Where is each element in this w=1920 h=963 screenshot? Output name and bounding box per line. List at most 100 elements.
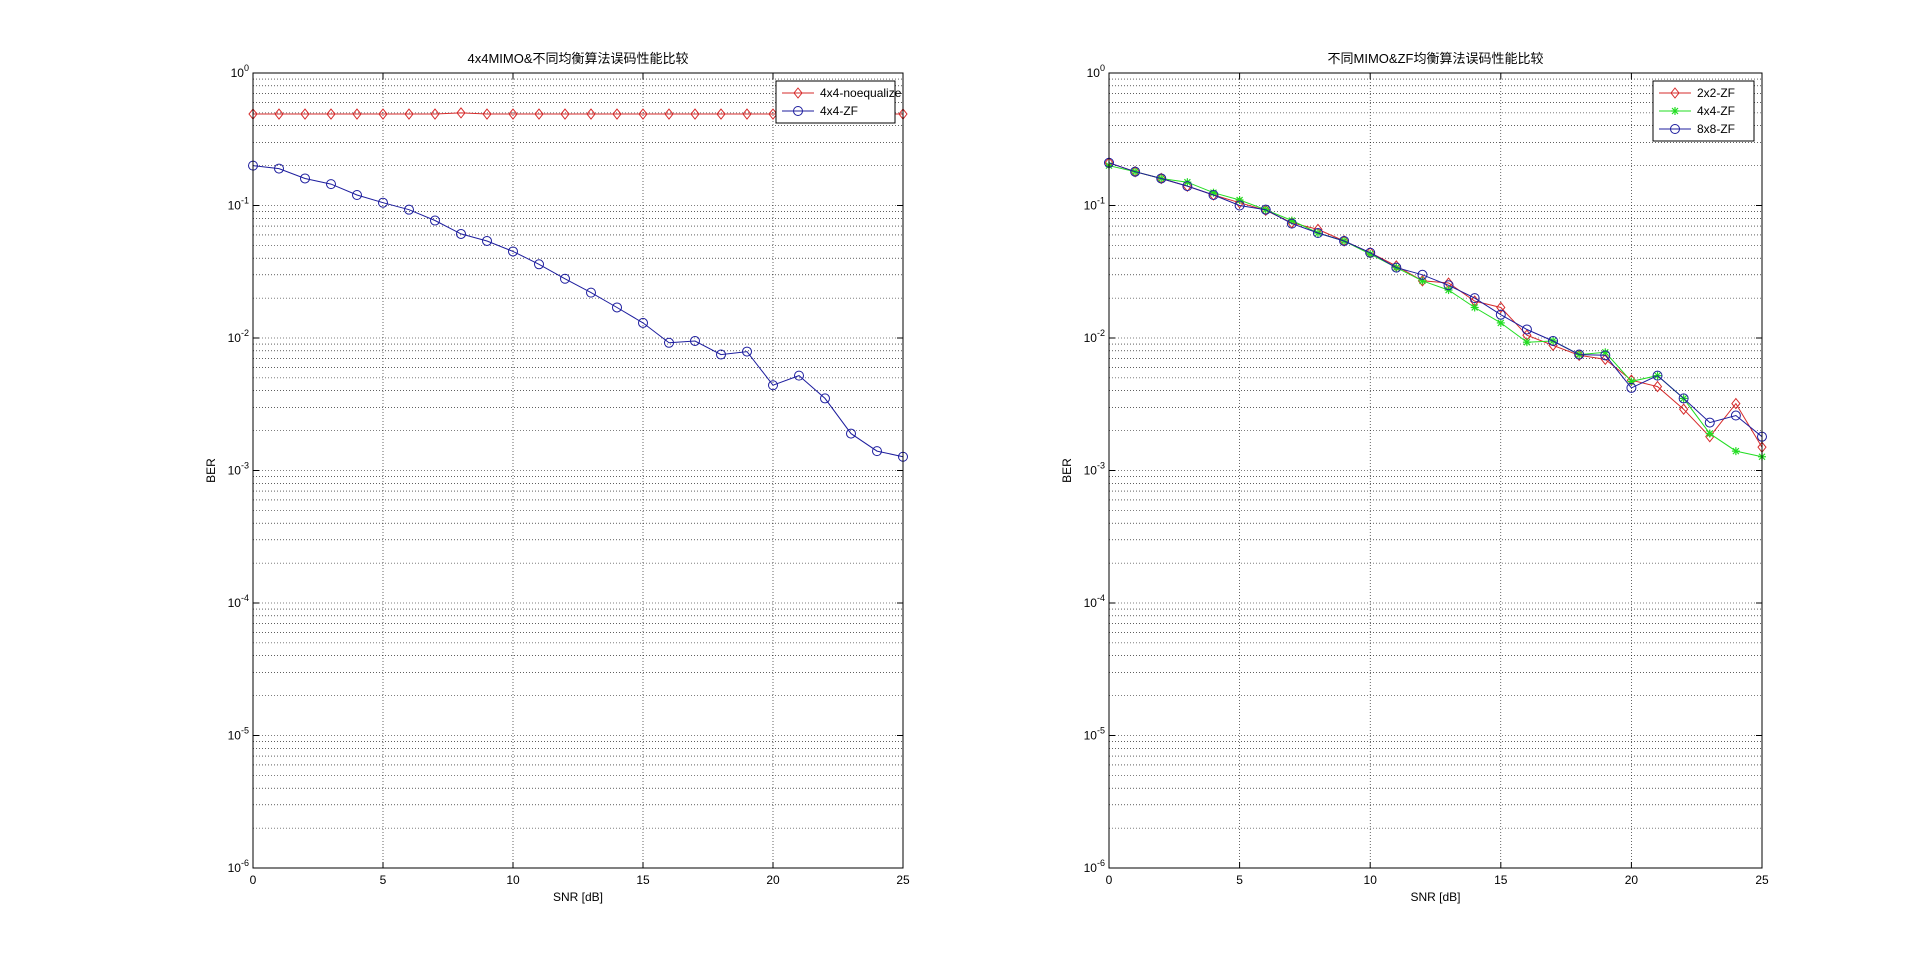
left-chart-series-2	[248, 160, 908, 462]
left-chart-series-2-point	[456, 228, 466, 239]
right-chart-series-2-point	[1522, 338, 1531, 347]
left-chart-legend-box	[775, 80, 896, 124]
right-chart-series-3-point	[1286, 218, 1297, 229]
right-chart-y-tick-label: 10-5	[1084, 726, 1105, 743]
right-chart-series-3-point	[1312, 228, 1323, 239]
left-chart-x-tick-label: 15	[636, 873, 650, 887]
right-chart-series-3-point	[1443, 280, 1454, 291]
left-chart-series-1-point	[404, 108, 414, 120]
right-chart-series-3-point	[1182, 181, 1193, 192]
left-chart-y-tick-label: 10-2	[228, 328, 249, 345]
left-chart-series-1-point	[352, 108, 362, 120]
left-chart-series-2-point	[586, 287, 596, 298]
left-chart-series-1-point	[430, 108, 440, 120]
right-chart-legend-marker	[1671, 107, 1679, 115]
left-chart-series-1-point	[274, 108, 284, 120]
left-chart-series-2-point	[560, 273, 570, 284]
right-chart-x-axis-label: SNR [dB]	[1410, 890, 1460, 904]
right-chart-series-3-point	[1574, 349, 1585, 360]
left-chart-y-tick-label: 100	[231, 63, 249, 80]
left-chart-x-tick-label: 0	[250, 873, 257, 887]
left-chart-y-axis-label: BER	[204, 458, 218, 483]
left-chart-x-tick-label: 25	[896, 873, 910, 887]
left-chart-x-tick-label: 20	[766, 873, 780, 887]
left-chart-series-2-point	[794, 370, 804, 381]
right-chart-y-tick-label: 10-4	[1084, 593, 1105, 610]
left-chart-series-1-point	[300, 108, 310, 120]
left-chart-series-1-point	[612, 108, 622, 120]
left-chart-series-1-point	[482, 108, 492, 120]
left-chart-series-1-point	[560, 108, 570, 120]
left-chart-series-2-point	[482, 235, 492, 246]
left-chart-x-axis-label: SNR [dB]	[553, 890, 603, 904]
right-chart-series-3-point	[1678, 393, 1689, 404]
right-chart-series-1-point	[1731, 397, 1741, 410]
right-chart-y-tick-label: 10-1	[1084, 196, 1105, 213]
right-chart-series-3-point	[1704, 417, 1715, 428]
left-chart-series-1-point	[586, 108, 596, 120]
left-chart-series-2-point	[664, 337, 674, 348]
right-chart-x-tick-label: 5	[1236, 873, 1243, 887]
left-chart-series-2-point	[742, 346, 752, 357]
right-chart-series-2-point	[1496, 318, 1505, 327]
left-chart-series-1-point	[664, 108, 674, 120]
right-chart-series-3-point	[1156, 173, 1167, 184]
right-chart-series-1-point	[1496, 301, 1506, 314]
left-chart-grid	[253, 73, 903, 868]
left-chart-series-2-point	[326, 179, 336, 190]
left-chart-legend-marker	[793, 87, 803, 99]
left-chart-series-2-point	[612, 302, 622, 313]
right-chart-legend-label: 2x2-ZF	[1697, 86, 1735, 100]
right-chart-series-1-point	[1600, 353, 1610, 366]
left-chart-series-2-point	[274, 163, 284, 174]
left-chart-series-1-point	[742, 108, 752, 120]
left-chart-series-2-point	[872, 446, 882, 457]
right-chart-legend-marker	[1670, 124, 1680, 134]
right-chart-series-3-point	[1730, 410, 1741, 421]
left-chart-y-tick-label: 10-6	[228, 858, 249, 875]
right-chart-y-tick-label: 100	[1087, 63, 1105, 80]
left-chart-series-2-point	[378, 197, 388, 208]
left-chart-y-tick-label: 10-3	[228, 461, 249, 478]
right-chart-x-tick-label: 15	[1494, 873, 1508, 887]
left-chart-series-2-point	[534, 259, 544, 270]
left-chart-series-1-point	[638, 108, 648, 120]
right-chart-series-1-point	[1652, 380, 1663, 393]
right-chart-legend-marker	[1670, 87, 1680, 99]
left-chart-legend-label: 4x4-noequalize	[820, 86, 902, 100]
right-chart-x-tick-label: 20	[1625, 873, 1639, 887]
right-chart: 0 5 10 15 20 25 100 10-1 10-2 10-3 10-4 10-5 10-6 不同…	[1060, 51, 1769, 904]
right-chart-legend-label: 8x8-ZF	[1697, 122, 1735, 136]
right-chart-series-2-point	[1235, 196, 1244, 205]
left-chart-series-2-point	[846, 428, 856, 439]
right-chart-series-3-point	[1469, 293, 1480, 304]
right-chart-x-tick-label: 0	[1106, 873, 1113, 887]
left-chart-title: 4x4MIMO&不同均衡算法误码性能比较	[467, 51, 688, 66]
left-chart: 0 5 10 15 20 25 100 10-1 10-2 10-3 10-4 10-5 10-6 4x…	[204, 51, 910, 904]
left-chart-series-1-point	[456, 107, 466, 119]
left-chart-series-1-point	[534, 108, 544, 120]
left-chart-x-tick-label: 5	[380, 873, 387, 887]
left-chart-series-1-point	[508, 108, 518, 120]
right-chart-x-tick-label: 25	[1755, 873, 1769, 887]
left-chart-series-2-point	[716, 349, 726, 360]
right-chart-y-tick-label: 10-3	[1084, 461, 1105, 478]
left-chart-x-tick-label: 10	[506, 873, 520, 887]
left-chart-y-tick-label: 10-1	[228, 196, 249, 213]
right-chart-series-3-point	[1626, 382, 1637, 393]
right-chart-series-3-point	[1365, 247, 1376, 258]
left-chart-series-1-point	[716, 108, 726, 120]
right-chart-series-3-point	[1234, 200, 1245, 211]
right-chart-series-3-point	[1652, 370, 1663, 381]
right-chart-ticks: 0 5 10 15 20 25 100 10-1 10-2 10-3 10-4 10-5 10-6	[1084, 63, 1769, 887]
left-chart-series-2-point	[690, 335, 700, 346]
right-chart-series-3-point	[1130, 166, 1141, 177]
right-chart-series-3-point	[1548, 335, 1559, 346]
left-chart-series-2-point	[300, 173, 310, 184]
left-chart-ticks: 0 5 10 15 20 25 100 10-1 10-2 10-3 10-4 10-5 10-6	[228, 63, 910, 887]
right-chart-series-3-point	[1339, 235, 1350, 246]
left-chart-y-tick-label: 10-4	[228, 593, 249, 610]
left-chart-series-2-point	[430, 215, 440, 226]
